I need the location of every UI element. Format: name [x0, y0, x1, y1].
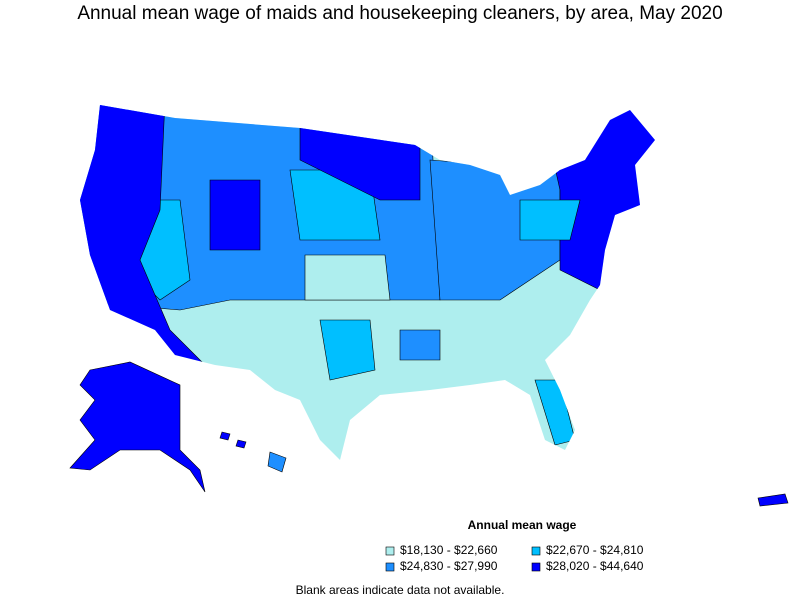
legend-label: $22,670 - $24,810: [546, 543, 644, 557]
alaska: [69, 361, 206, 493]
hawaii: [219, 431, 231, 441]
legend: $18,130 - $22,660 $22,670 - $24,810 $24,83…: [385, 543, 644, 573]
map-region: [519, 199, 581, 241]
map-title: Annual mean wage of maids and housekeepi…: [77, 3, 722, 24]
legend-title: Annual mean wage: [468, 518, 577, 532]
hawaii: [235, 439, 247, 449]
legend-swatch: [385, 562, 395, 572]
legend-label: $24,830 - $27,990: [400, 559, 498, 573]
legend-label: $28,020 - $44,640: [546, 559, 644, 573]
puerto-rico: [757, 493, 789, 507]
legend-swatch: [531, 546, 541, 556]
map-region: [209, 179, 261, 251]
footnote: Blank areas indicate data not available.: [296, 583, 505, 597]
legend-swatch: [531, 562, 541, 572]
map-region: [399, 329, 441, 361]
map-region: [319, 319, 376, 381]
map-region: [304, 254, 391, 301]
legend-swatch: [385, 546, 395, 556]
legend-label: $18,130 - $22,660: [400, 543, 498, 557]
hawaii: [267, 451, 287, 473]
